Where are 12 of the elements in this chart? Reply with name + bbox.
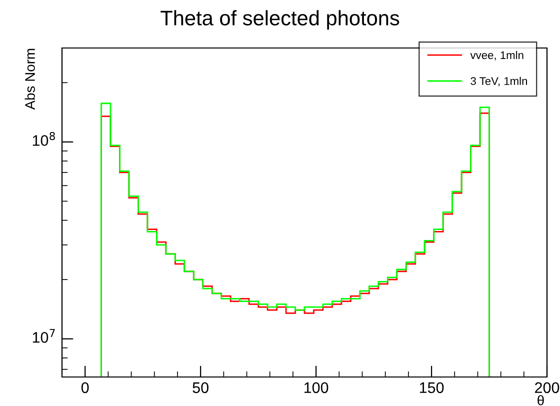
x-tick-label: 150: [420, 382, 444, 394]
legend-label: vvee, 1mln: [470, 50, 524, 60]
y-tick-label: 10$^{8}$: [32, 132, 55, 146]
legend-label: 3 TeV, 1mln: [470, 76, 527, 86]
x-tick-label: 0: [81, 382, 89, 394]
x-tick-label: 100: [304, 382, 328, 394]
x-tick-label: 50: [192, 382, 208, 394]
y-tick-label: 10$^{7}$: [32, 329, 55, 343]
y-axis-title: Abs Norm: [24, 48, 35, 110]
chart-title: Theta of selected photons: [160, 10, 400, 30]
x-axis-title: θ: [538, 395, 544, 406]
x-tick-label: 200: [535, 382, 560, 394]
